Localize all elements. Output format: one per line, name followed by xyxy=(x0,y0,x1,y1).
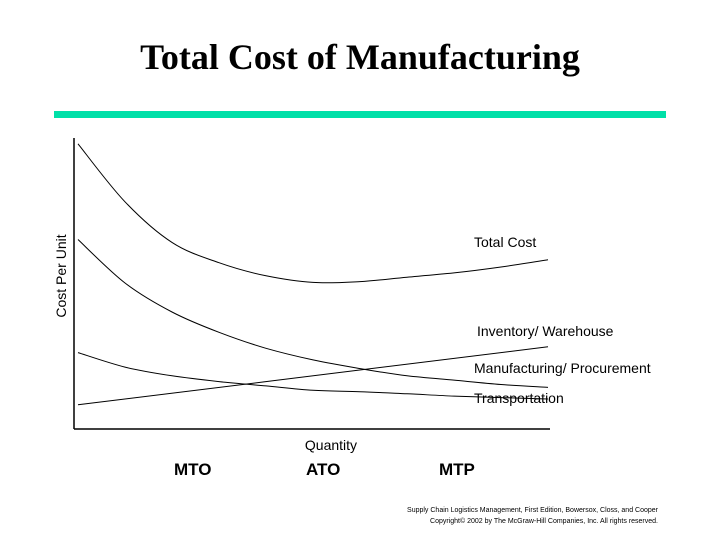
stage-label-mto: MTO xyxy=(174,460,212,479)
copyright-footer: Supply Chain Logistics Management, First… xyxy=(407,505,658,527)
stage-label-mtp: MTP xyxy=(439,460,475,479)
series-label-inventory-warehouse: Inventory/ Warehouse xyxy=(477,323,614,339)
series-label-transportation: Transportation xyxy=(474,390,564,406)
series-line-transportation xyxy=(77,346,549,406)
footer-line-1: Supply Chain Logistics Management, First… xyxy=(407,507,658,514)
series-label-manufacturing-procurement: Manufacturing/ Procurement xyxy=(474,360,651,376)
page-title: Total Cost of Manufacturing xyxy=(140,37,580,77)
y-axis-label: Cost Per Unit xyxy=(53,234,69,317)
stage-label-ato: ATO xyxy=(306,460,341,479)
x-axis-label: Quantity xyxy=(305,437,357,453)
series-line-inventory-warehouse xyxy=(77,239,549,388)
series-line-total-cost xyxy=(77,143,549,284)
footer-line-2: Copyright© 2002 by The McGraw-Hill Compa… xyxy=(430,518,658,525)
title-accent-bar xyxy=(54,111,666,118)
series-line-manufacturing-procurement xyxy=(77,352,549,400)
series-label-total-cost: Total Cost xyxy=(474,234,536,250)
